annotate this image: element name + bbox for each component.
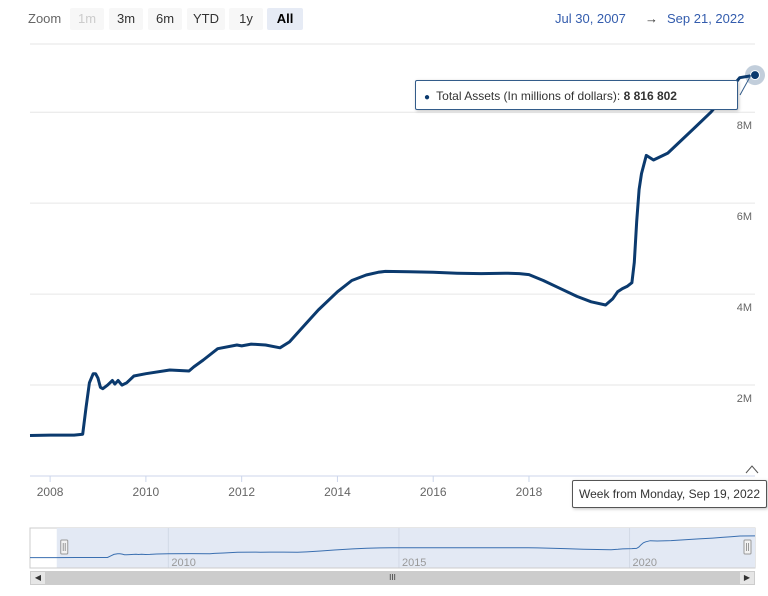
hover-marker-layer (739, 65, 765, 474)
navigator-handle-right[interactable] (743, 539, 752, 555)
series-line-total-assets (29, 73, 756, 437)
tooltip-value: 8 816 802 (623, 89, 677, 103)
grid-lines (30, 43, 755, 386)
navigator-tick-label: 2010 (171, 557, 195, 569)
x-tooltip-pointer (745, 465, 759, 474)
date-range-arrow: → (645, 11, 658, 26)
scrollbar[interactable]: ◀ III ▶ (30, 571, 755, 585)
zoom-ytd-button[interactable]: YTD (187, 8, 225, 30)
y-tick-label: 8M (737, 120, 752, 132)
main-chart[interactable]: 2M 4M 6M 8M 2008 2010 2012 2014 2016 2018 (0, 0, 768, 510)
navigator-handle-left[interactable] (60, 539, 69, 555)
y-tick-label: 2M (737, 393, 752, 405)
x-tick-label: 2012 (228, 485, 255, 499)
navigator-tick-label: 2020 (633, 557, 657, 569)
range-selector: Zoom 1m 3m 6m YTD 1y All Jul 30, 2007 → … (0, 8, 768, 30)
zoom-1m-button[interactable]: 1m (70, 8, 104, 30)
zoom-6m-button[interactable]: 6m (148, 8, 182, 30)
x-tick-label: 2018 (516, 485, 543, 499)
series-dot-icon: ● (424, 92, 431, 103)
data-point-marker (750, 70, 760, 81)
x-tick-label: 2016 (420, 485, 447, 499)
series-layer (29, 73, 756, 437)
y-tick-label: 6M (737, 211, 752, 223)
date-from-input[interactable]: Jul 30, 2007 (555, 11, 626, 26)
x-axis-tooltip-label: Week from Monday, Sep 19, 2022 (579, 487, 760, 501)
zoom-label: Zoom (28, 11, 62, 26)
tooltip-pointer (739, 74, 752, 96)
value-tooltip: ● Total Assets (In millions of dollars):… (415, 80, 738, 110)
scroll-right-arrow-icon[interactable]: ▶ (740, 572, 754, 584)
date-to-input[interactable]: Sep 21, 2022 (667, 11, 745, 26)
x-tick-label: 2014 (324, 485, 351, 499)
navigator-tick-label: 2015 (402, 557, 426, 569)
zoom-all-button[interactable]: All (267, 8, 303, 30)
y-tick-label: 4M (737, 302, 752, 314)
scroll-left-arrow-icon[interactable]: ◀ (31, 572, 45, 584)
x-axis-tooltip: Week from Monday, Sep 19, 2022 (572, 480, 767, 508)
handle-body[interactable] (60, 539, 69, 555)
x-tick-label: 2010 (133, 485, 160, 499)
handle-body[interactable] (743, 539, 752, 555)
tooltip-series-label: Total Assets (In millions of dollars): (436, 89, 621, 103)
zoom-1y-button[interactable]: 1y (229, 8, 263, 30)
zoom-3m-button[interactable]: 3m (109, 8, 143, 30)
axes: 2M 4M 6M 8M 2008 2010 2012 2014 2016 2018 (30, 120, 755, 499)
navigator[interactable]: 2010 2015 2020 (0, 524, 768, 574)
scroll-thumb[interactable]: III (45, 572, 740, 584)
x-tick-label: 2008 (37, 485, 64, 499)
navigator-series-line (30, 535, 756, 559)
